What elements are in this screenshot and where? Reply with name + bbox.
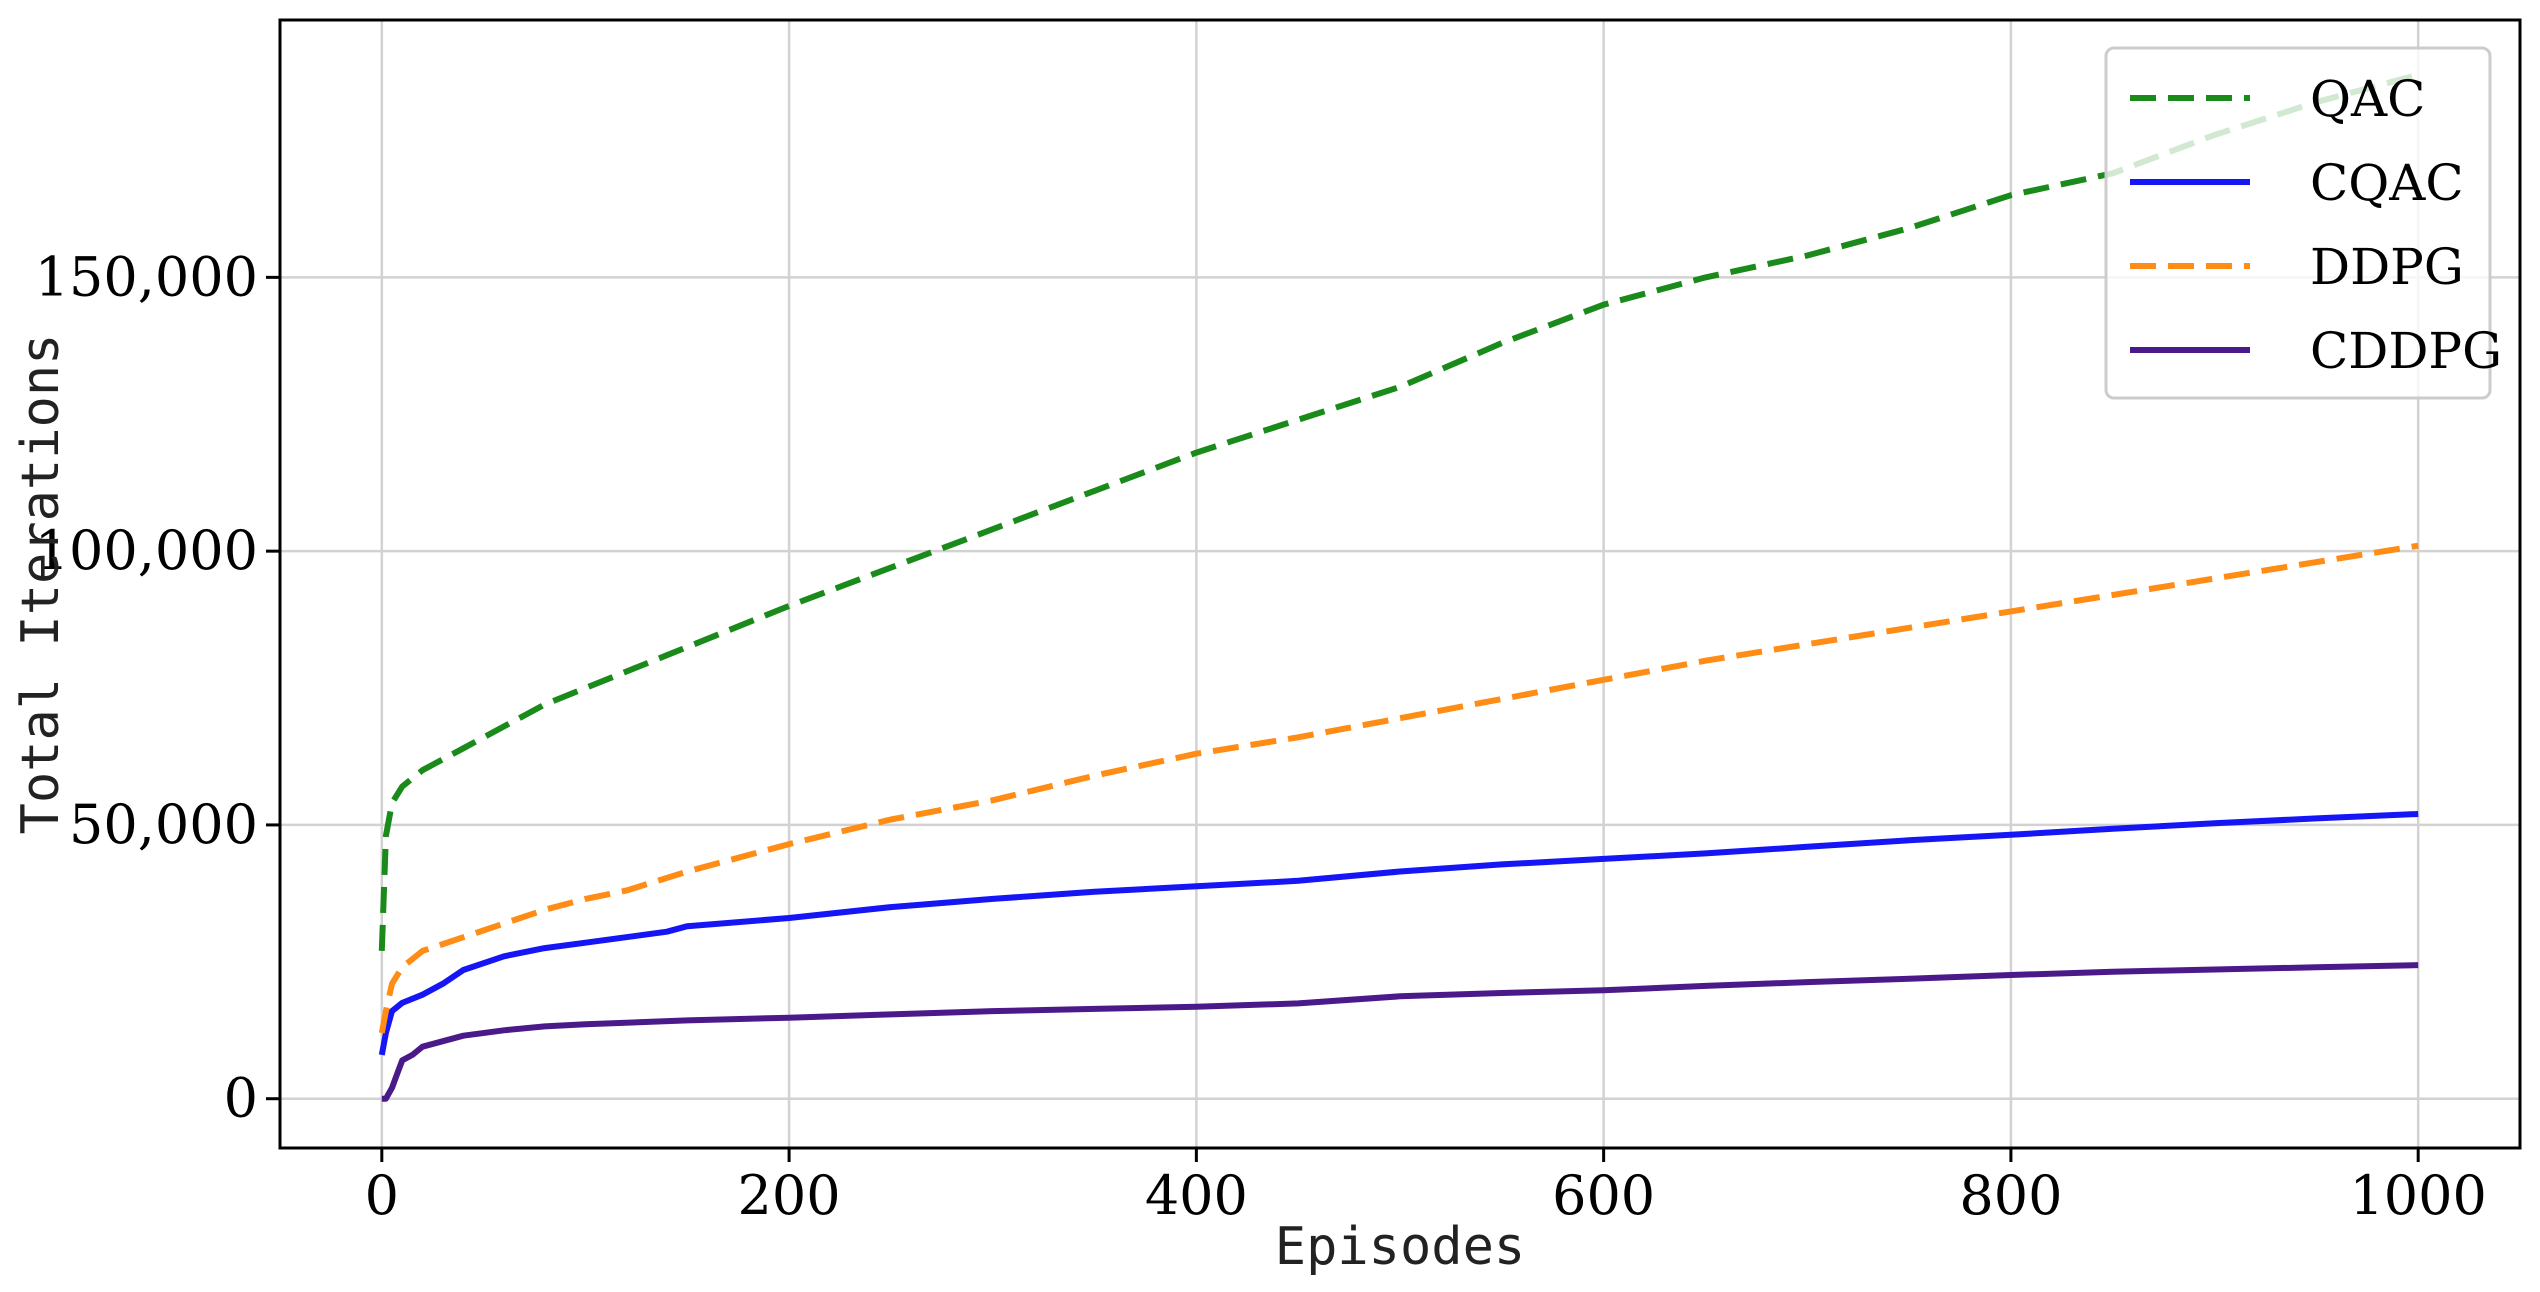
- x-tick-label: 1000: [2349, 1164, 2486, 1227]
- y-tick-label: 50,000: [69, 793, 258, 856]
- y-axis-title: Total Iterations: [11, 334, 71, 835]
- legend: QAC CQAC DDPG CDDPG: [2104, 46, 2502, 400]
- series-lines: [378, 71, 2419, 1102]
- legend-label-qac: QAC: [2310, 70, 2425, 128]
- legend-entries: QAC CQAC DDPG CDDPG: [2130, 70, 2502, 380]
- x-tick-label: 600: [1552, 1164, 1655, 1227]
- plot-frame: [278, 18, 2522, 1150]
- axis-ticks: 0 200 400 600 800 1000 0 50,000 100,000 150,000: [35, 245, 2487, 1227]
- x-tick-label: 800: [1959, 1164, 2062, 1227]
- series-line-qac: [378, 71, 2419, 952]
- x-tick-label: 200: [738, 1164, 841, 1227]
- y-tick-label: 150,000: [35, 245, 258, 308]
- series-line-cddpg: [381, 962, 2419, 1102]
- legend-box: [2104, 46, 2492, 400]
- y-tick-label: 100,000: [35, 519, 258, 582]
- y-tick-label: 0: [224, 1067, 258, 1130]
- series-line-ddpg: [378, 542, 2419, 1034]
- legend-label-cqac: CQAC: [2310, 154, 2464, 212]
- x-tick-label: 0: [365, 1164, 399, 1227]
- x-axis-title: Episodes: [1275, 1217, 1525, 1277]
- x-tick-label: 400: [1145, 1164, 1248, 1227]
- legend-label-ddpg: DDPG: [2310, 238, 2464, 296]
- series-line-cqac: [378, 811, 2419, 1056]
- legend-label-cddpg: CDDPG: [2310, 322, 2502, 380]
